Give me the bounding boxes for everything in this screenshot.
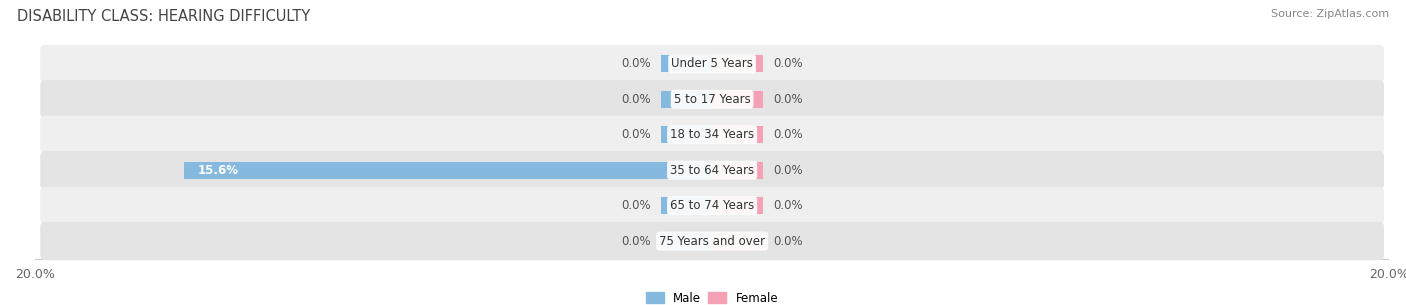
- Bar: [711, 197, 763, 214]
- Bar: [661, 91, 711, 108]
- Text: 0.0%: 0.0%: [773, 235, 803, 248]
- Bar: [711, 162, 763, 179]
- Text: 15.6%: 15.6%: [198, 164, 239, 177]
- Text: 65 to 74 Years: 65 to 74 Years: [671, 199, 754, 212]
- Legend: Male, Female: Male, Female: [647, 292, 778, 305]
- Text: 0.0%: 0.0%: [773, 128, 803, 141]
- Text: 0.0%: 0.0%: [621, 235, 651, 248]
- Text: 0.0%: 0.0%: [621, 128, 651, 141]
- Text: 0.0%: 0.0%: [621, 57, 651, 70]
- Bar: [711, 56, 763, 73]
- Text: 0.0%: 0.0%: [773, 93, 803, 106]
- FancyBboxPatch shape: [41, 116, 1384, 154]
- FancyBboxPatch shape: [41, 186, 1384, 225]
- Text: 18 to 34 Years: 18 to 34 Years: [671, 128, 754, 141]
- Text: 0.0%: 0.0%: [773, 199, 803, 212]
- Bar: [711, 126, 763, 143]
- Text: Under 5 Years: Under 5 Years: [671, 57, 754, 70]
- Text: DISABILITY CLASS: HEARING DIFFICULTY: DISABILITY CLASS: HEARING DIFFICULTY: [17, 9, 311, 24]
- FancyBboxPatch shape: [41, 151, 1384, 189]
- Text: 0.0%: 0.0%: [773, 164, 803, 177]
- FancyBboxPatch shape: [41, 80, 1384, 119]
- Text: 0.0%: 0.0%: [621, 199, 651, 212]
- Text: 75 Years and over: 75 Years and over: [659, 235, 765, 248]
- Text: 0.0%: 0.0%: [621, 93, 651, 106]
- Bar: [711, 232, 763, 249]
- FancyBboxPatch shape: [41, 222, 1384, 260]
- Bar: [661, 56, 711, 73]
- FancyBboxPatch shape: [41, 45, 1384, 83]
- Text: 5 to 17 Years: 5 to 17 Years: [673, 93, 751, 106]
- Bar: [661, 232, 711, 249]
- Bar: [661, 126, 711, 143]
- Bar: [184, 162, 711, 179]
- Bar: [711, 91, 763, 108]
- Text: 0.0%: 0.0%: [773, 57, 803, 70]
- Text: 35 to 64 Years: 35 to 64 Years: [671, 164, 754, 177]
- Text: Source: ZipAtlas.com: Source: ZipAtlas.com: [1271, 9, 1389, 19]
- Bar: [661, 197, 711, 214]
